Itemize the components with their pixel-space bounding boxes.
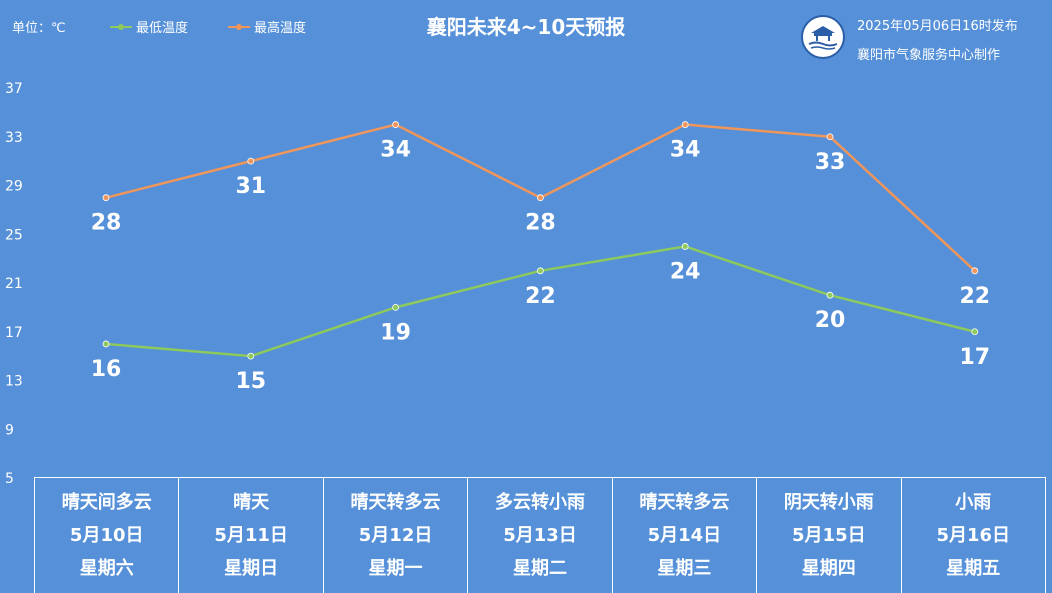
data-point[interactable]	[537, 194, 544, 202]
legend-swatch-high	[228, 23, 250, 30]
y-tick-label: 37	[5, 81, 23, 97]
organization-label: 襄阳市气象服务中心制作	[857, 48, 1001, 63]
forecast-day: 多云转小雨 5月13日 星期二	[467, 478, 611, 593]
day-weekday: 星期五	[946, 558, 1001, 579]
data-point[interactable]	[681, 121, 689, 128]
legend-label-high: 最高温度	[254, 21, 307, 36]
y-tick-label: 5	[5, 471, 14, 487]
data-label: 17	[959, 345, 990, 370]
forecast-day: 晴天间多云 5月10日 星期六	[35, 478, 178, 593]
unit-label: 单位：℃	[12, 21, 66, 36]
legend-label-low: 最低温度	[136, 21, 189, 36]
data-label: 33	[815, 150, 846, 175]
day-date: 5月12日	[358, 525, 433, 546]
data-point[interactable]	[537, 267, 544, 275]
day-weather: 晴天转多云	[639, 492, 730, 513]
data-label: 22	[525, 284, 556, 309]
pavilion-icon	[808, 26, 838, 50]
day-weather: 小雨	[955, 492, 992, 513]
legend-item-low[interactable]: 最低温度	[110, 17, 188, 36]
y-tick-label: 33	[5, 130, 23, 146]
data-label: 16	[91, 357, 122, 382]
day-weather: 多云转小雨	[494, 492, 585, 513]
y-tick-label: 25	[5, 227, 23, 243]
data-label: 20	[815, 308, 846, 333]
data-point[interactable]	[247, 352, 255, 360]
day-weekday: 星期二	[512, 558, 567, 579]
data-point[interactable]	[971, 328, 979, 336]
data-point[interactable]	[102, 340, 110, 348]
day-date: 5月16日	[936, 525, 1011, 546]
legend-item-high[interactable]: 最高温度	[228, 17, 306, 36]
data-label: 34	[380, 138, 411, 163]
data-label: 22	[959, 284, 990, 309]
data-point[interactable]	[247, 157, 255, 165]
day-weekday: 星期四	[801, 558, 856, 579]
day-weather: 晴天	[233, 492, 270, 513]
forecast-day: 小雨 5月16日 星期五	[900, 478, 1045, 593]
data-label: 28	[91, 211, 122, 236]
forecast-table: 晴天间多云 5月10日 星期六 晴天 5月11日 星期日 晴天转多云 5月12日…	[34, 477, 1046, 593]
day-weekday: 星期三	[657, 558, 712, 579]
data-point[interactable]	[971, 267, 979, 275]
data-point[interactable]	[102, 194, 110, 202]
legend-swatch-low	[110, 23, 132, 30]
y-tick-label: 9	[5, 422, 14, 438]
chart-title: 襄阳未来4~10天预报	[426, 15, 626, 39]
day-date: 5月10日	[69, 525, 144, 546]
forecast-day: 晴天转多云 5月12日 星期一	[322, 478, 467, 593]
data-label: 24	[670, 259, 701, 284]
forecast-day: 阴天转小雨 5月15日 星期四	[756, 478, 900, 593]
forecast-day: 晴天 5月11日 星期日	[178, 478, 322, 593]
data-label: 19	[380, 320, 411, 345]
day-weekday: 星期一	[368, 558, 423, 579]
data-point[interactable]	[392, 121, 400, 128]
publish-time: 2025年05月06日16时发布	[857, 19, 1018, 34]
data-label: 15	[235, 369, 266, 394]
data-point[interactable]	[826, 291, 834, 299]
day-date: 5月14日	[647, 525, 722, 546]
weather-bureau-logo	[801, 15, 845, 59]
y-tick-label: 17	[5, 325, 23, 341]
y-tick-label: 21	[5, 276, 23, 292]
day-date: 5月11日	[214, 525, 288, 546]
day-weekday: 星期日	[224, 558, 279, 579]
data-point[interactable]	[681, 243, 689, 250]
day-weather: 晴天转多云	[350, 492, 441, 513]
data-label: 28	[525, 211, 556, 236]
forecast-day: 晴天转多云 5月14日 星期三	[611, 478, 756, 593]
day-date: 5月13日	[503, 525, 577, 546]
day-weather: 阴天转小雨	[783, 492, 874, 513]
day-weekday: 星期六	[79, 558, 134, 579]
day-weather: 晴天间多云	[61, 492, 152, 513]
y-tick-label: 29	[5, 179, 23, 195]
day-date: 5月15日	[792, 525, 866, 546]
data-point[interactable]	[392, 303, 400, 311]
y-tick-label: 13	[5, 374, 23, 390]
data-label: 31	[235, 174, 266, 199]
data-point[interactable]	[826, 133, 834, 141]
data-label: 34	[670, 138, 701, 163]
